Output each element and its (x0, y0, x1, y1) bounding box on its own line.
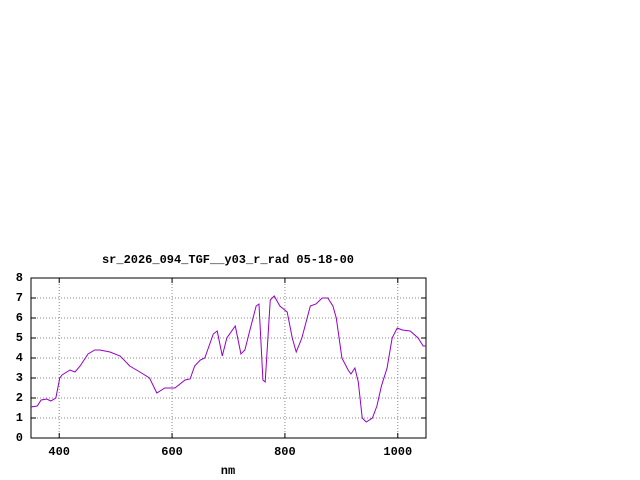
data-line (30, 295, 426, 423)
y-tick-label: 3 (16, 371, 23, 385)
plot-border (30, 277, 427, 439)
x-tick-label: 600 (161, 445, 183, 459)
chart-title: sr_2026_094_TGF__y03_r_rad 05-18-00 (102, 253, 354, 267)
y-tick-label: 4 (16, 351, 23, 365)
y-tick-label: 2 (16, 391, 23, 405)
y-tick-label: 7 (16, 291, 23, 305)
x-tick-label: 800 (274, 445, 296, 459)
y-tick-label: 5 (16, 331, 23, 345)
y-tick-label: 1 (16, 411, 23, 425)
y-tick-label: 8 (16, 271, 23, 285)
y-tick-label: 0 (16, 431, 23, 445)
y-tick-label: 6 (16, 311, 23, 325)
x-tick-label: 400 (48, 445, 70, 459)
x-axis-label: nm (221, 464, 235, 478)
x-tick-label: 1000 (383, 445, 412, 459)
